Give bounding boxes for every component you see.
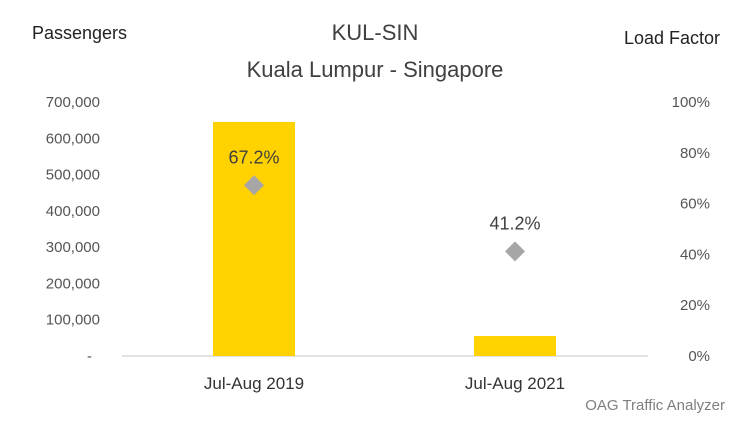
passenger-bar: [213, 121, 295, 356]
right-tick-label: 60%: [680, 196, 710, 213]
left-tick-label: 700,000: [46, 94, 100, 111]
left-axis-ticks: - 100,000 200,000 300,000 400,000 500,000 600,…: [46, 94, 100, 365]
left-axis-title: Passengers: [32, 23, 127, 43]
left-tick-label: 200,000: [46, 275, 100, 292]
left-tick-label: 400,000: [46, 203, 100, 220]
left-tick-label: 500,000: [46, 167, 100, 184]
chart-title: KUL-SIN: [332, 20, 419, 45]
right-tick-label: 0%: [688, 348, 710, 365]
right-tick-label: 80%: [680, 145, 710, 162]
right-tick-label: 40%: [680, 246, 710, 263]
category-label: Jul-Aug 2021: [465, 374, 565, 393]
left-tick-label: 600,000: [46, 130, 100, 147]
bars: [213, 121, 556, 356]
load-factor-markers: [244, 175, 525, 262]
load-factor-label: 67.2%: [228, 147, 279, 167]
load-factor-marker: [244, 175, 264, 196]
data-labels: 67.2% 41.2%: [228, 147, 540, 233]
chart-subtitle: Kuala Lumpur - Singapore: [247, 57, 504, 82]
source-note: OAG Traffic Analyzer: [585, 397, 725, 414]
passenger-bar: [474, 336, 556, 356]
left-tick-label: 300,000: [46, 239, 100, 256]
left-tick-label: 100,000: [46, 312, 100, 329]
right-tick-label: 100%: [672, 94, 710, 111]
right-axis-title: Load Factor: [624, 28, 720, 48]
right-tick-label: 20%: [680, 297, 710, 314]
load-factor-marker: [505, 241, 525, 262]
category-labels: Jul-Aug 2019 Jul-Aug 2021: [204, 374, 565, 393]
left-tick-label: -: [87, 348, 92, 365]
category-label: Jul-Aug 2019: [204, 374, 304, 393]
load-factor-label: 41.2%: [489, 213, 540, 233]
right-axis-ticks: 0% 20% 40% 60% 80% 100%: [672, 94, 710, 365]
